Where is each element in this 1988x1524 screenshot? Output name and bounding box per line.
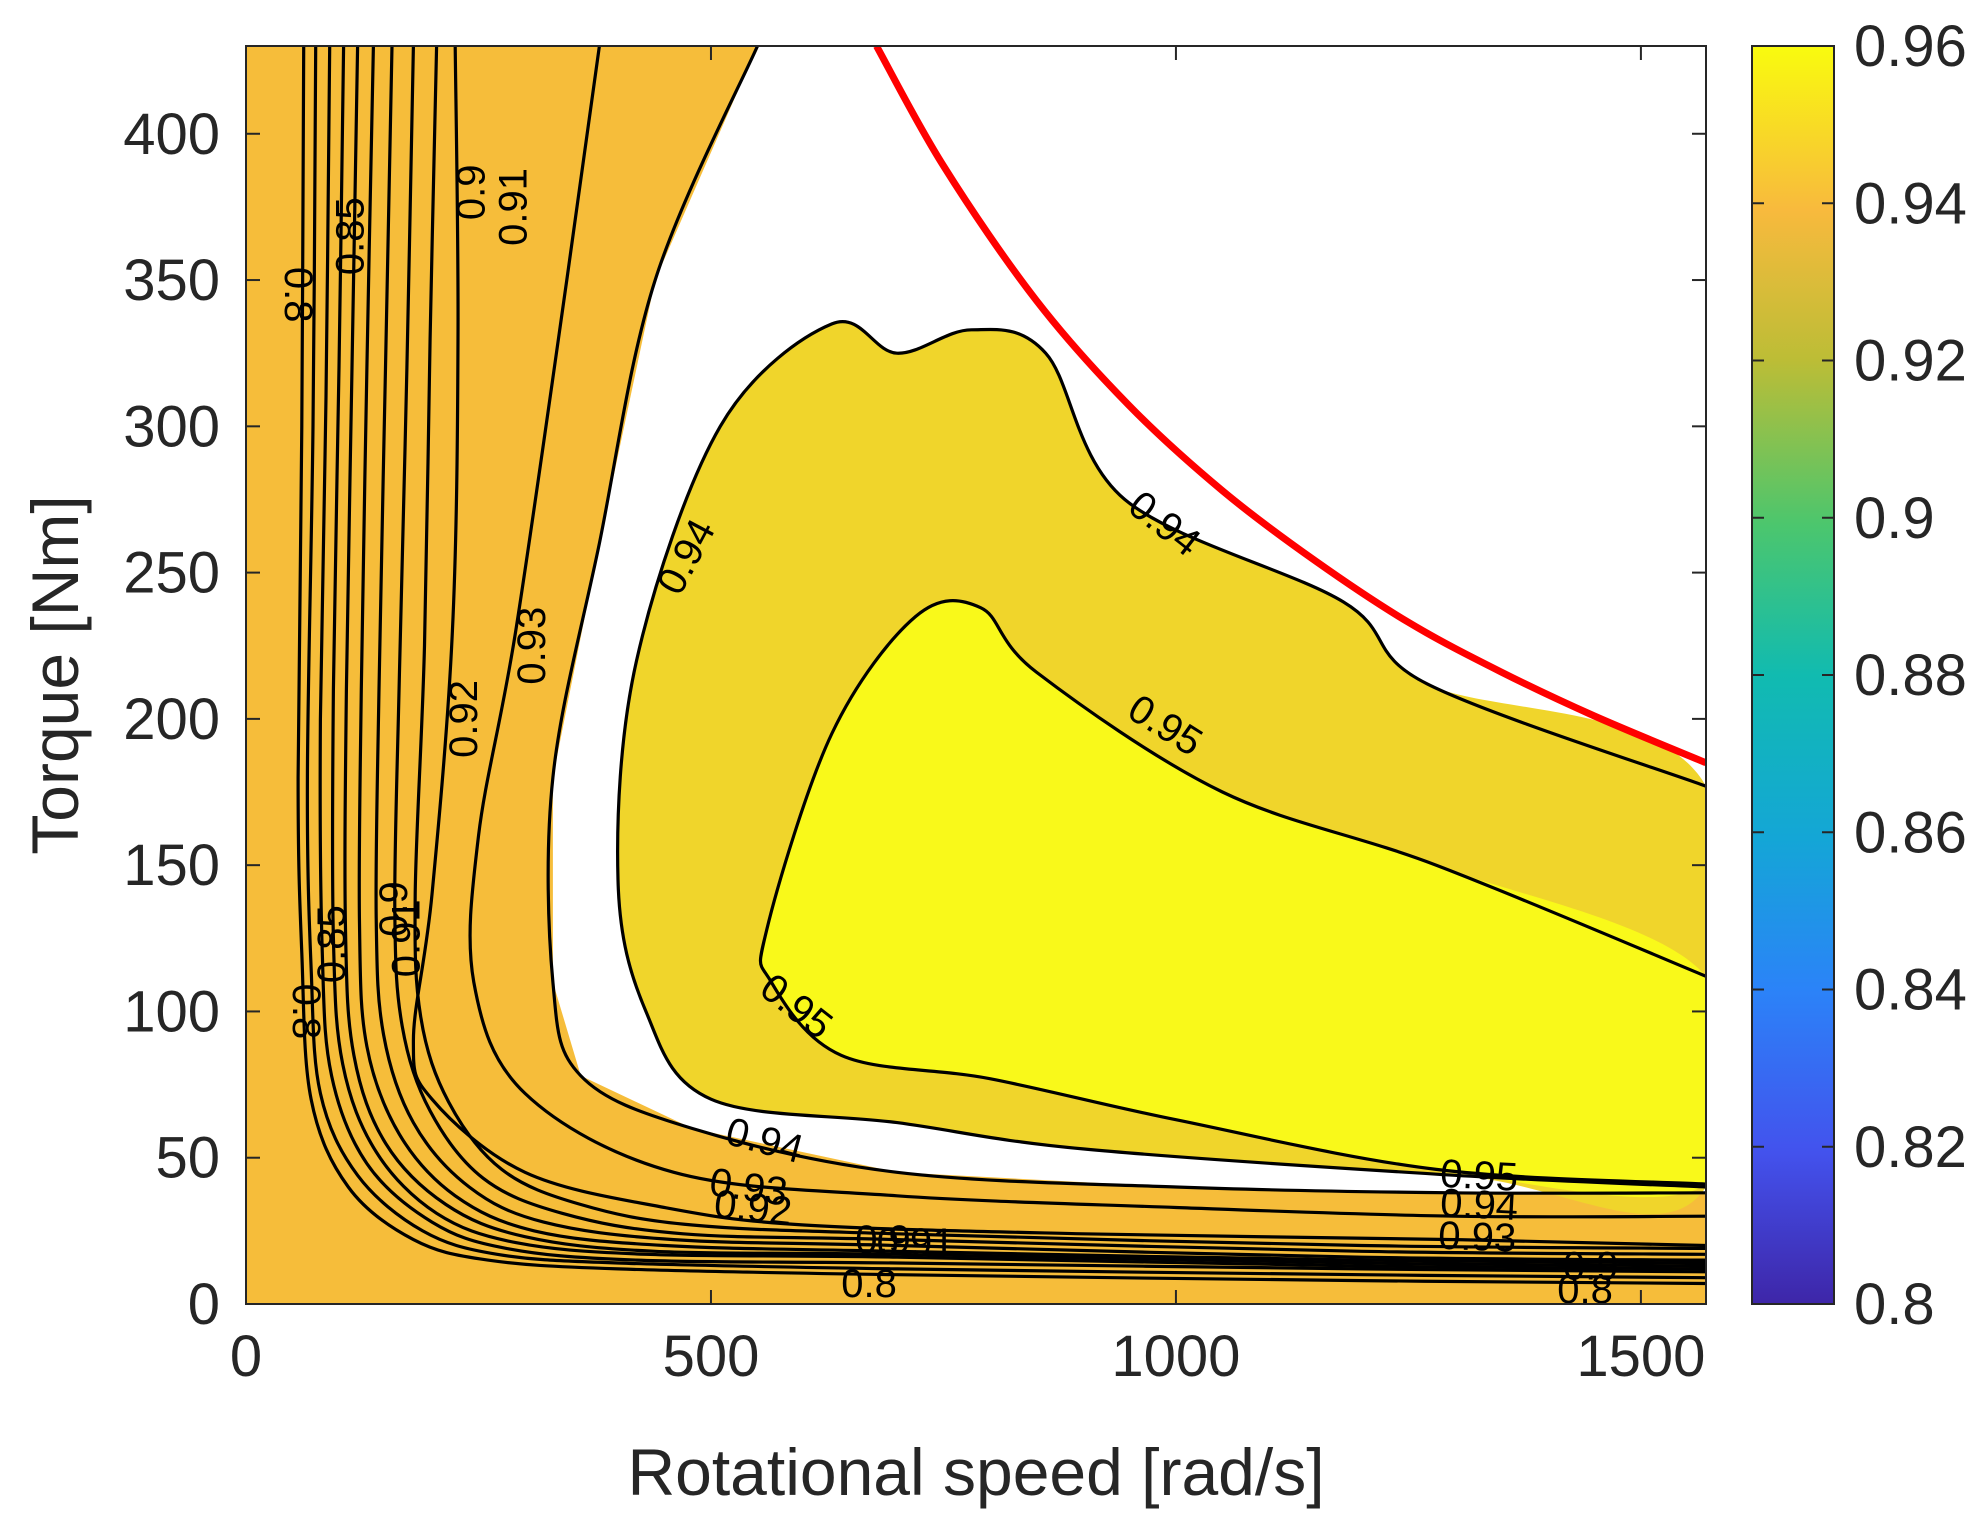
efficiency-band-0-93 [246, 46, 1706, 1304]
y-tick-label: 100 [123, 979, 220, 1044]
y-tick-label: 400 [123, 102, 220, 167]
x-tick-label: 1500 [1576, 1324, 1705, 1389]
contour-line-0-84 [318, 46, 1706, 1274]
contour-line-0-89 [393, 46, 1706, 1256]
contour-label: 0.8 [841, 1262, 897, 1306]
x-tick-label: 1000 [1111, 1324, 1240, 1389]
contour-line-0-93 [546, 46, 1706, 1195]
y-tick-label: 350 [123, 248, 220, 313]
contour-label: 0.91 [877, 1221, 955, 1265]
contour-line-0-9 [413, 46, 1706, 1250]
y-tick-label: 50 [155, 1126, 220, 1191]
y-tick-label: 0 [188, 1272, 220, 1337]
contour-label: 0.8 [276, 267, 320, 323]
contour-line-0-91 [411, 46, 1706, 1248]
x-axis-title: Rotational speed [rad/s] [627, 1435, 1324, 1509]
y-axis-title: Torque [Nm] [18, 495, 92, 854]
contour-label: 0.9 [855, 1218, 911, 1262]
contour-line-0-8 [296, 46, 1706, 1286]
y-tick-label: 200 [123, 687, 220, 752]
x-tick-label: 0 [230, 1324, 262, 1389]
max-torque-boundary-curve [873, 46, 1706, 767]
y-tick-label: 250 [123, 541, 220, 606]
contour-label: 0.85 [310, 905, 354, 983]
contour-label: 0.95 [1439, 1152, 1519, 1200]
colorbar-tick-label: 0.92 [1854, 329, 1967, 394]
contour-line-0-85 [330, 46, 1706, 1271]
contour-label: 0.92 [712, 1182, 794, 1234]
contour-label: 0.9 [1563, 1244, 1619, 1288]
contour-label: 0.93 [707, 1160, 790, 1214]
contour-label: 0.9 [372, 881, 416, 937]
contour-line-0-82 [305, 46, 1706, 1280]
contour-line-0-95 [758, 599, 1706, 1186]
colorbar-tick-label: 0.8 [1854, 1272, 1935, 1337]
contour-label: 0.91 [491, 168, 535, 246]
contour-line-0-86 [343, 46, 1706, 1268]
plot-frame [245, 45, 1707, 1305]
contour-line-0-92 [468, 46, 1706, 1219]
contour-label: 0.92 [442, 680, 486, 758]
contour-label: 0.91 [384, 899, 428, 977]
contour-label: 0.8 [1557, 1268, 1613, 1312]
contour-label: 0.94 [1439, 1181, 1519, 1229]
contour-line-0-87 [357, 46, 1706, 1265]
y-tick-label: 300 [123, 394, 220, 459]
contour-line-0-88 [374, 46, 1706, 1262]
colorbar [1751, 45, 1835, 1305]
contour-line-0-94 [616, 320, 1706, 1189]
colorbar-tick-label: 0.82 [1854, 1115, 1967, 1180]
efficiency-band-0-95 [760, 600, 1706, 1198]
colorbar-tick-label: 0.88 [1854, 643, 1967, 708]
x-tick-label: 500 [663, 1324, 760, 1389]
colorbar-tick-label: 0.86 [1854, 800, 1967, 865]
contour-label: 0.9 [449, 164, 493, 220]
infeasible-region [876, 46, 1706, 763]
colorbar-tick-label: 0.94 [1854, 171, 1967, 236]
colorbar-tick-label: 0.96 [1854, 14, 1967, 79]
contour-label: 0.93 [510, 607, 554, 685]
y-tick-label: 150 [123, 833, 220, 898]
contour-label: 0.85 [328, 197, 372, 275]
contour-label: 0.93 [1438, 1214, 1517, 1261]
colorbar-tick-label: 0.84 [1854, 958, 1967, 1023]
contour-label: 0.8 [284, 984, 328, 1040]
colorbar-tick-label: 0.9 [1854, 486, 1935, 551]
